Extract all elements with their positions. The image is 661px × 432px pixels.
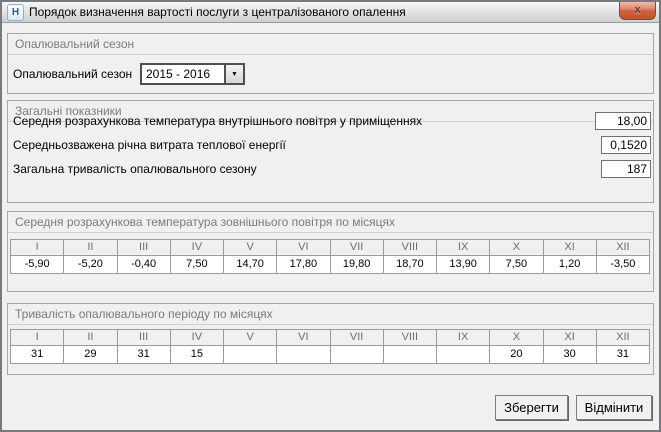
duration-cell[interactable] bbox=[223, 346, 277, 363]
month-header-cell: III bbox=[116, 330, 170, 345]
season-combobox[interactable]: 2015 - 2016 ▼ bbox=[140, 63, 245, 85]
season-duration-label: Загальна тривалість опалювального сезону bbox=[13, 162, 257, 176]
annual-heat-consumption-input[interactable] bbox=[601, 136, 651, 154]
avg-indoor-temperature-input[interactable] bbox=[595, 112, 651, 130]
duration-cell[interactable] bbox=[382, 346, 436, 363]
season-row: Опалювальний сезон 2015 - 2016 ▼ bbox=[13, 63, 245, 85]
group-general-indicators: Загальні показники Середня розрахункова … bbox=[7, 100, 654, 203]
month-header-cell: VIII bbox=[382, 330, 436, 345]
month-header-cell: VII bbox=[329, 330, 383, 345]
temperature-cell[interactable]: 1,20 bbox=[542, 256, 596, 273]
temperature-cell[interactable]: -0,40 bbox=[116, 256, 170, 273]
avg-indoor-temperature-label: Середня розрахункова температура внутріш… bbox=[13, 114, 423, 128]
month-header-cell: II bbox=[63, 330, 116, 345]
month-header-cell: I bbox=[35, 331, 39, 343]
close-button[interactable]: x bbox=[619, 2, 656, 20]
month-header-row: I II III IV V VI VII VIII IX X XI XII bbox=[11, 330, 649, 346]
duration-cell[interactable]: 31 bbox=[595, 346, 649, 363]
window-title: Порядок визначення вартості послуги з це… bbox=[29, 5, 406, 19]
group-heating-duration-title: Тривалість опалювального періоду по міся… bbox=[8, 304, 653, 325]
indicator-row: Загальна тривалість опалювального сезону bbox=[13, 160, 651, 178]
temperature-cell[interactable]: 19,80 bbox=[329, 256, 383, 273]
temperature-cell[interactable]: -5,90 bbox=[11, 256, 64, 273]
temperature-cell[interactable]: 7,50 bbox=[169, 256, 223, 273]
month-header-cell: II bbox=[63, 240, 116, 255]
group-heating-season: Опалювальний сезон Опалювальний сезон 20… bbox=[7, 33, 654, 94]
month-header-cell: VI bbox=[276, 240, 329, 255]
chevron-down-icon[interactable]: ▼ bbox=[224, 65, 243, 83]
month-header-cell: IV bbox=[169, 240, 223, 255]
temperature-cell[interactable]: 17,80 bbox=[276, 256, 330, 273]
duration-cell[interactable]: 30 bbox=[542, 346, 596, 363]
duration-value-row: 31 29 31 15 20 30 31 bbox=[11, 346, 649, 363]
group-outdoor-temperature: Середня розрахункова температура зовнішн… bbox=[7, 211, 654, 292]
group-general-indicators-title: Загальні показники bbox=[8, 101, 653, 122]
temperature-cell[interactable]: -3,50 bbox=[595, 256, 649, 273]
duration-cell[interactable] bbox=[329, 346, 383, 363]
month-header-cell: IX bbox=[436, 330, 489, 345]
month-header-cell: VII bbox=[329, 240, 383, 255]
temperature-cell[interactable]: 13,90 bbox=[436, 256, 490, 273]
month-header-cell: V bbox=[223, 330, 276, 345]
app-icon: Н bbox=[7, 3, 24, 21]
close-icon: x bbox=[634, 3, 641, 16]
season-duration-input[interactable] bbox=[601, 160, 651, 178]
month-header-cell: XII bbox=[595, 330, 649, 345]
month-header-cell: X bbox=[489, 240, 542, 255]
save-button[interactable]: Зберегти bbox=[495, 395, 568, 420]
month-header-cell: XI bbox=[542, 240, 596, 255]
month-header-cell: VIII bbox=[382, 240, 436, 255]
month-header-cell: IX bbox=[436, 240, 489, 255]
season-label: Опалювальний сезон bbox=[13, 67, 133, 81]
outdoor-temperature-table: I II III IV V VI VII VIII IX X XI XII -5… bbox=[10, 239, 650, 274]
temperature-cell[interactable]: 18,70 bbox=[382, 256, 436, 273]
temperature-value-row: -5,90 -5,20 -0,40 7,50 14,70 17,80 19,80… bbox=[11, 256, 649, 273]
month-header-cell: XII bbox=[595, 240, 649, 255]
cancel-button[interactable]: Відмінити bbox=[576, 395, 652, 420]
duration-cell[interactable]: 31 bbox=[11, 346, 64, 363]
duration-cell[interactable]: 29 bbox=[63, 346, 117, 363]
annual-heat-consumption-label: Середньозважена річна витрата теплової е… bbox=[13, 138, 286, 152]
month-header-cell: X bbox=[489, 330, 542, 345]
indicator-row: Середня розрахункова температура внутріш… bbox=[13, 112, 651, 130]
duration-cell[interactable]: 31 bbox=[116, 346, 170, 363]
group-heating-duration: Тривалість опалювального періоду по міся… bbox=[7, 303, 654, 375]
temperature-cell[interactable]: 14,70 bbox=[223, 256, 277, 273]
duration-cell[interactable] bbox=[276, 346, 330, 363]
month-header-cell: XI bbox=[542, 330, 596, 345]
heating-duration-table: I II III IV V VI VII VIII IX X XI XII 31… bbox=[10, 329, 650, 364]
group-outdoor-temperature-title: Середня розрахункова температура зовнішн… bbox=[8, 212, 653, 233]
temperature-cell[interactable]: 7,50 bbox=[489, 256, 543, 273]
indicator-row: Середньозважена річна витрата теплової е… bbox=[13, 136, 651, 154]
duration-cell[interactable]: 15 bbox=[169, 346, 223, 363]
duration-cell[interactable] bbox=[436, 346, 490, 363]
group-heating-season-title: Опалювальний сезон bbox=[8, 34, 653, 55]
month-header-cell: V bbox=[223, 240, 276, 255]
month-header-cell: III bbox=[116, 240, 170, 255]
titlebar[interactable]: Н Порядок визначення вартості послуги з … bbox=[2, 2, 659, 23]
season-combobox-value: 2015 - 2016 bbox=[146, 67, 211, 81]
temperature-cell[interactable]: -5,20 bbox=[63, 256, 117, 273]
duration-cell[interactable]: 20 bbox=[489, 346, 543, 363]
month-header-cell: IV bbox=[169, 330, 223, 345]
month-header-cell: I bbox=[35, 241, 39, 253]
app-icon-letter: Н bbox=[11, 6, 20, 18]
month-header-row: I II III IV V VI VII VIII IX X XI XII bbox=[11, 240, 649, 256]
month-header-cell: VI bbox=[276, 330, 329, 345]
